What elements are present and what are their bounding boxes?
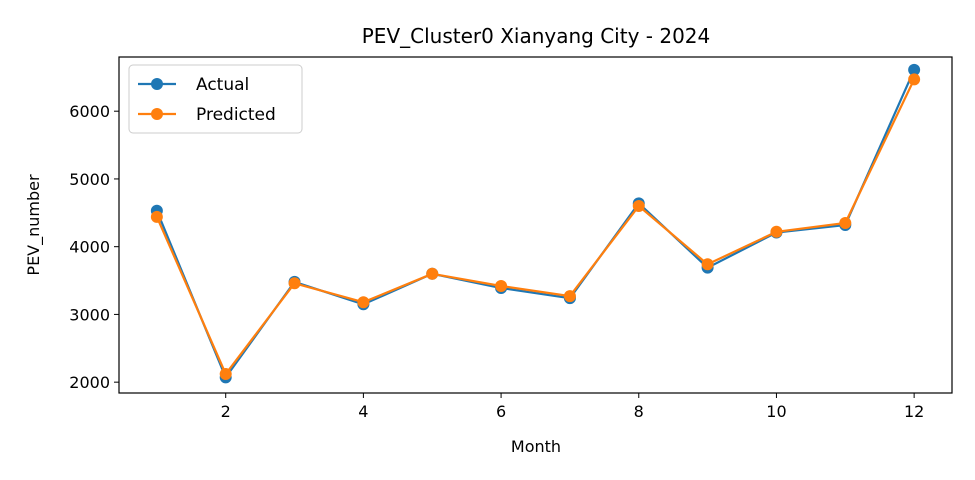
- x-axis-label: Month: [511, 437, 561, 456]
- x-axis: 2 4 6 8 10 12: [221, 393, 924, 421]
- data-point-predicted: [150, 210, 163, 223]
- data-point-predicted: [701, 258, 714, 271]
- data-point-predicted: [219, 368, 232, 381]
- x-tick-label: 4: [358, 402, 368, 421]
- y-tick-label: 6000: [69, 102, 110, 121]
- data-point-predicted: [357, 296, 370, 309]
- plot-frame: [118, 56, 953, 394]
- x-tick-label: 10: [766, 402, 786, 421]
- y-tick-label: 2000: [69, 373, 110, 392]
- series-line-predicted: [155, 78, 916, 376]
- y-tick-label: 3000: [69, 305, 110, 324]
- data-point-predicted: [839, 216, 852, 229]
- x-tick-label: 12: [904, 402, 924, 421]
- data-point-predicted: [495, 279, 508, 292]
- legend: Actual Predicted: [128, 64, 303, 134]
- legend-label: Predicted: [196, 105, 276, 125]
- series-predicted: [150, 73, 921, 381]
- data-point-predicted: [632, 200, 645, 213]
- data-point-predicted: [288, 277, 301, 290]
- legend-box: [128, 64, 303, 134]
- chart-title: PEV_Cluster0 Xianyang City - 2024: [362, 24, 711, 48]
- data-point-predicted: [908, 73, 921, 86]
- legend-marker: [151, 78, 163, 90]
- data-point-predicted: [563, 290, 576, 303]
- series-layer: [150, 63, 921, 384]
- data-point-actual: [908, 63, 921, 76]
- x-tick-label: 8: [634, 402, 644, 421]
- plot-area: [118, 56, 953, 394]
- data-point-predicted: [770, 225, 783, 238]
- x-tick-label: 6: [496, 402, 506, 421]
- x-tick-label: 2: [221, 402, 231, 421]
- y-axis: 2000 3000 4000 5000 6000: [69, 102, 119, 392]
- legend-marker: [151, 108, 163, 120]
- y-axis-label: PEV_number: [24, 174, 44, 276]
- y-tick-label: 5000: [69, 170, 110, 189]
- legend-label: Actual: [196, 75, 249, 95]
- y-tick-label: 4000: [69, 238, 110, 257]
- data-point-predicted: [426, 267, 439, 280]
